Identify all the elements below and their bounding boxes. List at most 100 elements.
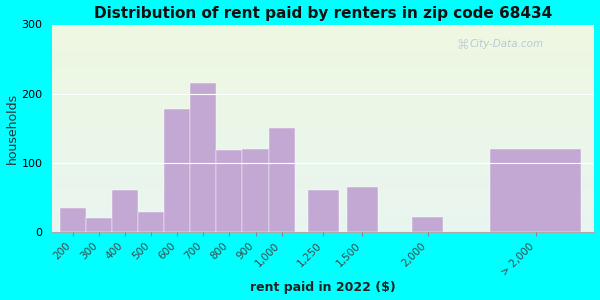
Bar [52,181,595,182]
Bar [52,202,595,203]
Bar [52,82,595,83]
Bar [52,38,595,39]
Bar [52,130,595,131]
Bar [52,135,595,136]
Bar [52,188,595,189]
Bar [52,203,595,204]
Bar [52,117,595,118]
Bar [52,90,595,91]
Bar [52,95,595,96]
Bar [52,177,595,178]
Bar [52,26,595,27]
Bar [52,148,595,149]
Bar [52,159,595,160]
Bar [52,44,595,45]
Bar [52,161,595,162]
Bar [52,47,595,48]
Bar [52,155,595,156]
Bar [86,218,112,232]
Bar [52,68,595,69]
Bar [52,216,595,217]
Bar [52,118,595,119]
Y-axis label: households: households [5,93,19,164]
Bar [490,149,581,232]
Bar [52,31,595,32]
Bar [52,107,595,109]
Bar [52,187,595,188]
Bar [52,59,595,60]
Bar [52,125,595,126]
Bar [52,189,595,190]
Bar [52,106,595,107]
Bar [52,210,595,211]
Bar [52,89,595,90]
Bar [60,208,86,232]
Bar [52,190,595,191]
Bar [52,56,595,57]
Bar [52,145,595,146]
Bar [190,83,217,232]
Bar [52,33,595,34]
Bar [52,167,595,168]
Bar [52,230,595,231]
Bar [52,112,595,114]
Bar [269,128,295,232]
Bar [52,152,595,153]
Bar [52,126,595,127]
Bar [52,184,595,185]
Bar [52,211,595,212]
Bar [52,134,595,135]
Bar [52,52,595,53]
Bar [52,84,595,85]
Bar [52,82,595,84]
Bar [52,174,595,175]
Bar [52,213,595,214]
Bar [52,85,595,86]
Bar [52,99,595,100]
Bar [52,40,595,41]
Bar [52,173,595,174]
Bar [52,199,595,200]
Bar [52,66,595,67]
Bar [52,86,595,87]
Bar [52,120,595,121]
Bar [52,217,595,218]
Bar [52,180,595,181]
Bar [52,124,595,125]
Bar [52,76,595,77]
Bar [52,42,595,43]
Bar [52,141,595,142]
Bar [52,96,595,97]
Bar [52,176,595,177]
Bar [52,69,595,70]
Bar [52,46,595,47]
Bar [52,219,595,220]
Bar [52,206,595,207]
Bar [52,97,595,98]
Bar [52,67,595,68]
Bar [242,149,269,232]
Bar [52,104,595,105]
Bar [52,146,595,147]
Bar [52,37,595,38]
Bar [52,41,595,42]
Bar [52,157,595,158]
Bar [52,225,595,226]
Bar [52,212,595,213]
Bar [52,160,595,161]
Bar [52,80,595,82]
Bar [52,144,595,145]
Bar [52,156,595,157]
Bar [52,114,595,115]
Bar [52,228,595,229]
Bar [52,116,595,117]
Bar [52,93,595,94]
Bar [52,218,595,219]
Bar [52,35,595,36]
Bar [52,48,595,50]
Bar [52,205,595,206]
Bar [52,166,595,167]
Bar [52,109,595,110]
Bar [52,131,595,132]
Bar [412,217,443,232]
